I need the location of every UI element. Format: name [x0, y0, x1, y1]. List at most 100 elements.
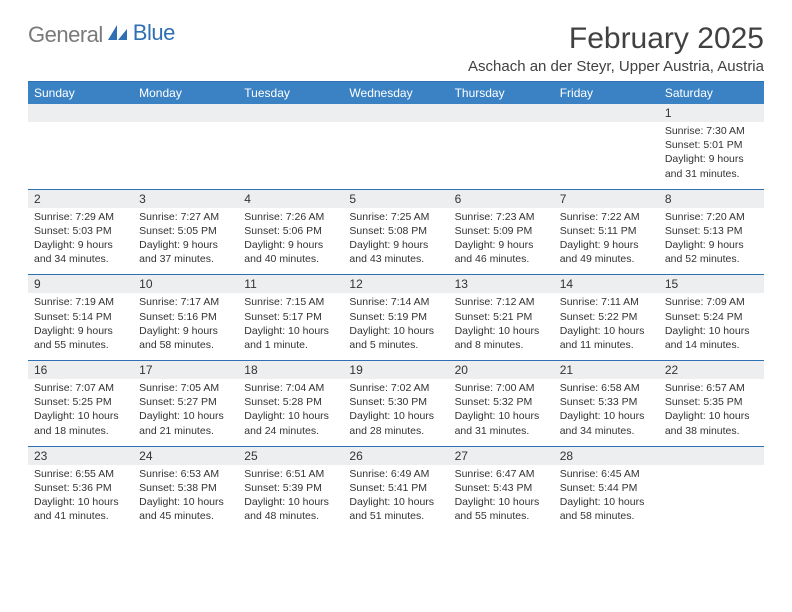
- daylight-text: Daylight: 10 hours and 38 minutes.: [665, 409, 758, 437]
- daylight-text: Daylight: 9 hours and 34 minutes.: [34, 238, 127, 266]
- daylight-text: Daylight: 10 hours and 48 minutes.: [244, 495, 337, 523]
- sail-icon: [107, 22, 129, 48]
- day-number: [659, 447, 764, 465]
- daylight-text: Daylight: 9 hours and 52 minutes.: [665, 238, 758, 266]
- daylight-text: Daylight: 9 hours and 40 minutes.: [244, 238, 337, 266]
- sunset-text: Sunset: 5:32 PM: [455, 395, 548, 409]
- daylight-text: Daylight: 10 hours and 55 minutes.: [455, 495, 548, 523]
- day-content: [28, 122, 133, 180]
- day-content: Sunrise: 6:53 AMSunset: 5:38 PMDaylight:…: [133, 465, 238, 532]
- sunset-text: Sunset: 5:17 PM: [244, 310, 337, 324]
- day-number: 24: [133, 447, 238, 465]
- day-content: [554, 122, 659, 180]
- sunset-text: Sunset: 5:06 PM: [244, 224, 337, 238]
- daylight-text: Daylight: 9 hours and 37 minutes.: [139, 238, 232, 266]
- day-content: [449, 122, 554, 180]
- calendar-week-row: 9Sunrise: 7:19 AMSunset: 5:14 PMDaylight…: [28, 275, 764, 361]
- day-content: [133, 122, 238, 180]
- calendar-day-cell: 5Sunrise: 7:25 AMSunset: 5:08 PMDaylight…: [343, 189, 448, 275]
- sunrise-text: Sunrise: 6:49 AM: [349, 467, 442, 481]
- sunset-text: Sunset: 5:39 PM: [244, 481, 337, 495]
- sunset-text: Sunset: 5:08 PM: [349, 224, 442, 238]
- calendar-day-cell: 15Sunrise: 7:09 AMSunset: 5:24 PMDayligh…: [659, 275, 764, 361]
- sunset-text: Sunset: 5:16 PM: [139, 310, 232, 324]
- weekday-header: Sunday: [28, 82, 133, 104]
- calendar-day-cell: 16Sunrise: 7:07 AMSunset: 5:25 PMDayligh…: [28, 361, 133, 447]
- day-number: 13: [449, 275, 554, 293]
- calendar-week-row: 1Sunrise: 7:30 AMSunset: 5:01 PMDaylight…: [28, 104, 764, 189]
- calendar-day-cell: 8Sunrise: 7:20 AMSunset: 5:13 PMDaylight…: [659, 189, 764, 275]
- calendar-day-cell: [28, 104, 133, 189]
- sunrise-text: Sunrise: 7:15 AM: [244, 295, 337, 309]
- day-content: Sunrise: 7:22 AMSunset: 5:11 PMDaylight:…: [554, 208, 659, 275]
- day-number: 9: [28, 275, 133, 293]
- day-number: 26: [343, 447, 448, 465]
- day-content: Sunrise: 7:23 AMSunset: 5:09 PMDaylight:…: [449, 208, 554, 275]
- sunrise-text: Sunrise: 7:25 AM: [349, 210, 442, 224]
- calendar-day-cell: [343, 104, 448, 189]
- day-number: 3: [133, 190, 238, 208]
- calendar-day-cell: [554, 104, 659, 189]
- day-content: Sunrise: 7:15 AMSunset: 5:17 PMDaylight:…: [238, 293, 343, 360]
- sunset-text: Sunset: 5:38 PM: [139, 481, 232, 495]
- daylight-text: Daylight: 10 hours and 34 minutes.: [560, 409, 653, 437]
- day-number: 12: [343, 275, 448, 293]
- daylight-text: Daylight: 9 hours and 49 minutes.: [560, 238, 653, 266]
- calendar-day-cell: 4Sunrise: 7:26 AMSunset: 5:06 PMDaylight…: [238, 189, 343, 275]
- sunset-text: Sunset: 5:11 PM: [560, 224, 653, 238]
- page-header: General Blue February 2025 Aschach an de…: [28, 22, 764, 75]
- sunrise-text: Sunrise: 7:05 AM: [139, 381, 232, 395]
- daylight-text: Daylight: 10 hours and 41 minutes.: [34, 495, 127, 523]
- day-content: Sunrise: 7:07 AMSunset: 5:25 PMDaylight:…: [28, 379, 133, 446]
- sunrise-text: Sunrise: 6:53 AM: [139, 467, 232, 481]
- day-number: 25: [238, 447, 343, 465]
- weekday-header-row: Sunday Monday Tuesday Wednesday Thursday…: [28, 82, 764, 104]
- day-content: Sunrise: 7:26 AMSunset: 5:06 PMDaylight:…: [238, 208, 343, 275]
- sunset-text: Sunset: 5:22 PM: [560, 310, 653, 324]
- day-content: Sunrise: 7:19 AMSunset: 5:14 PMDaylight:…: [28, 293, 133, 360]
- day-number: 6: [449, 190, 554, 208]
- day-number: 8: [659, 190, 764, 208]
- day-content: Sunrise: 7:09 AMSunset: 5:24 PMDaylight:…: [659, 293, 764, 360]
- sunrise-text: Sunrise: 7:17 AM: [139, 295, 232, 309]
- sunset-text: Sunset: 5:01 PM: [665, 138, 758, 152]
- sunrise-text: Sunrise: 7:07 AM: [34, 381, 127, 395]
- day-number: 4: [238, 190, 343, 208]
- day-content: Sunrise: 6:45 AMSunset: 5:44 PMDaylight:…: [554, 465, 659, 532]
- brand-logo: General Blue: [28, 22, 175, 48]
- calendar-day-cell: 26Sunrise: 6:49 AMSunset: 5:41 PMDayligh…: [343, 446, 448, 531]
- sunrise-text: Sunrise: 7:20 AM: [665, 210, 758, 224]
- sunrise-text: Sunrise: 6:45 AM: [560, 467, 653, 481]
- calendar-day-cell: [449, 104, 554, 189]
- sunset-text: Sunset: 5:43 PM: [455, 481, 548, 495]
- day-number: [133, 104, 238, 122]
- calendar-day-cell: 3Sunrise: 7:27 AMSunset: 5:05 PMDaylight…: [133, 189, 238, 275]
- daylight-text: Daylight: 9 hours and 31 minutes.: [665, 152, 758, 180]
- sunset-text: Sunset: 5:05 PM: [139, 224, 232, 238]
- day-content: Sunrise: 7:04 AMSunset: 5:28 PMDaylight:…: [238, 379, 343, 446]
- calendar-day-cell: 13Sunrise: 7:12 AMSunset: 5:21 PMDayligh…: [449, 275, 554, 361]
- sunset-text: Sunset: 5:44 PM: [560, 481, 653, 495]
- day-content: Sunrise: 7:17 AMSunset: 5:16 PMDaylight:…: [133, 293, 238, 360]
- day-number: 1: [659, 104, 764, 122]
- day-content: [238, 122, 343, 180]
- day-number: 28: [554, 447, 659, 465]
- day-content: Sunrise: 6:47 AMSunset: 5:43 PMDaylight:…: [449, 465, 554, 532]
- calendar-day-cell: 10Sunrise: 7:17 AMSunset: 5:16 PMDayligh…: [133, 275, 238, 361]
- day-content: Sunrise: 7:25 AMSunset: 5:08 PMDaylight:…: [343, 208, 448, 275]
- day-content: Sunrise: 7:02 AMSunset: 5:30 PMDaylight:…: [343, 379, 448, 446]
- day-number: 19: [343, 361, 448, 379]
- daylight-text: Daylight: 10 hours and 14 minutes.: [665, 324, 758, 352]
- calendar-day-cell: 19Sunrise: 7:02 AMSunset: 5:30 PMDayligh…: [343, 361, 448, 447]
- sunrise-text: Sunrise: 7:04 AM: [244, 381, 337, 395]
- calendar-day-cell: 6Sunrise: 7:23 AMSunset: 5:09 PMDaylight…: [449, 189, 554, 275]
- sunset-text: Sunset: 5:13 PM: [665, 224, 758, 238]
- day-content: Sunrise: 7:20 AMSunset: 5:13 PMDaylight:…: [659, 208, 764, 275]
- sunset-text: Sunset: 5:28 PM: [244, 395, 337, 409]
- sunset-text: Sunset: 5:27 PM: [139, 395, 232, 409]
- weekday-header: Friday: [554, 82, 659, 104]
- sunrise-text: Sunrise: 7:26 AM: [244, 210, 337, 224]
- day-number: [343, 104, 448, 122]
- day-content: Sunrise: 6:51 AMSunset: 5:39 PMDaylight:…: [238, 465, 343, 532]
- location-subtitle: Aschach an der Steyr, Upper Austria, Aus…: [468, 58, 764, 75]
